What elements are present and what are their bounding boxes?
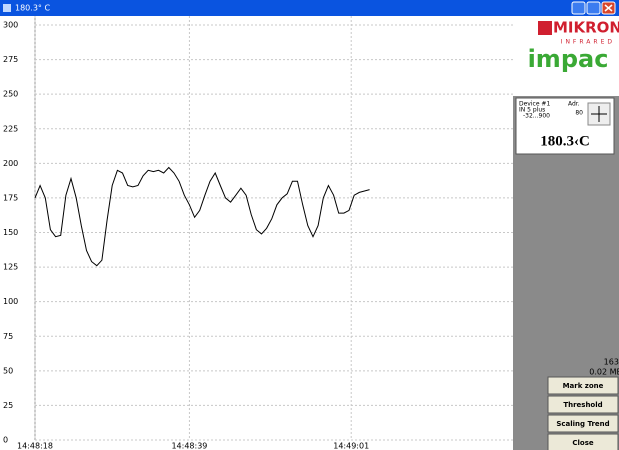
button[interactable] bbox=[547, 376, 619, 395]
button[interactable] bbox=[547, 414, 619, 433]
y-tick-label: 125 bbox=[3, 263, 18, 272]
x-tick-label: 14:48:39 bbox=[171, 442, 207, 450]
y-tick-label: 200 bbox=[3, 159, 18, 168]
button-label[interactable]: Close bbox=[572, 439, 594, 447]
memory: 0.02 MB bbox=[589, 368, 619, 377]
window-title: 180.3° C bbox=[15, 4, 50, 13]
logo-area bbox=[513, 16, 619, 96]
title-bar bbox=[0, 0, 619, 16]
address: 80 bbox=[575, 110, 583, 117]
maximize-button[interactable] bbox=[586, 1, 601, 15]
close-icon bbox=[604, 4, 613, 12]
y-tick-label: 275 bbox=[3, 55, 18, 64]
logo-mark bbox=[538, 21, 552, 35]
button-label[interactable]: Threshold bbox=[563, 401, 602, 409]
brand-sub: INFRARED bbox=[561, 39, 615, 46]
y-tick-label: 25 bbox=[3, 401, 13, 410]
button[interactable] bbox=[547, 395, 619, 414]
y-tick-label: 175 bbox=[3, 193, 18, 202]
y-tick-label: 300 bbox=[3, 21, 18, 30]
button[interactable] bbox=[547, 433, 619, 450]
x-tick-label: 14:48:18 bbox=[17, 442, 53, 450]
y-tick-label: 50 bbox=[3, 366, 13, 375]
y-tick-label: 250 bbox=[3, 90, 18, 99]
device-range: -32...900 bbox=[523, 113, 550, 120]
logo-text: impac bbox=[528, 45, 609, 73]
address-label: Adr. bbox=[568, 101, 580, 108]
brand: MIKRON bbox=[553, 19, 619, 37]
y-tick-label: 75 bbox=[3, 332, 13, 341]
button-label[interactable]: Mark zone bbox=[563, 382, 604, 390]
counter: 1636 bbox=[604, 358, 619, 367]
target-icon bbox=[591, 106, 607, 122]
button-list: Mark zone Threshold Scaling Trend Close bbox=[547, 376, 619, 450]
reading: 180.3‹C bbox=[540, 133, 590, 149]
trend-line bbox=[34, 166, 370, 267]
app-icon bbox=[3, 4, 11, 12]
x-tick-label: 14:49:01 bbox=[333, 442, 369, 450]
y-tick-label: 0 bbox=[3, 436, 8, 445]
button-label[interactable]: Scaling Trend bbox=[556, 420, 609, 428]
y-tick-label: 150 bbox=[3, 228, 18, 237]
minimize-button[interactable] bbox=[571, 1, 586, 15]
y-tick-label: 225 bbox=[3, 124, 18, 133]
device-name: Device #1 bbox=[519, 101, 550, 108]
device-model: IN 5 plus bbox=[519, 107, 545, 114]
trend-chart: 0 25 50 75 100 125 150 175 200 225 250 275 300 14:48:… bbox=[3, 16, 513, 450]
y-tick-label: 100 bbox=[3, 297, 18, 306]
